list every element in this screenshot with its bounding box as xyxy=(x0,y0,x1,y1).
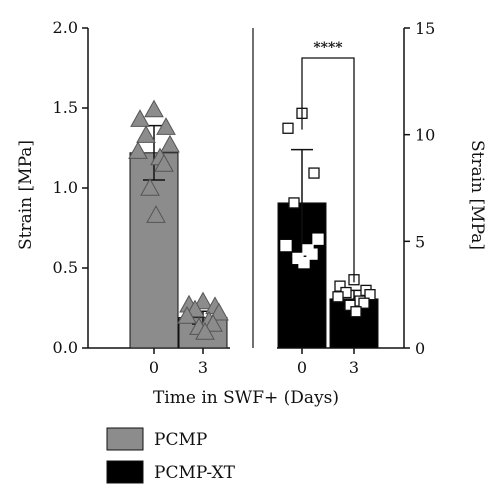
data-point-square xyxy=(282,122,294,134)
data-point-triangle xyxy=(136,125,156,143)
data-point-triangle xyxy=(128,141,148,159)
data-point-square xyxy=(334,280,346,292)
legend-swatch-pcmp-xt xyxy=(106,460,144,484)
data-point-square xyxy=(350,306,362,318)
left-y-tick-label: 1.0 xyxy=(53,178,78,197)
data-point-square xyxy=(288,197,300,209)
right-y-axis-label: Strain [MPa] xyxy=(467,140,487,250)
right-y-tick-label: 10 xyxy=(415,126,435,145)
data-point-triangle xyxy=(203,313,223,332)
right-y-tick-label: 0 xyxy=(415,339,425,358)
legend-label-pcmp: PCMP xyxy=(154,430,207,450)
data-point-square xyxy=(332,291,344,303)
data-point-square xyxy=(306,248,318,260)
left-y-tick-label: 2.0 xyxy=(53,18,78,37)
significance-label: **** xyxy=(313,40,343,56)
data-point-triangle xyxy=(209,302,229,321)
right-y-tick-label: 5 xyxy=(415,232,425,251)
left-y-tick-label: 1.5 xyxy=(53,98,78,117)
x-tick-label: 0 xyxy=(149,358,159,377)
data-point-triangle xyxy=(140,177,160,196)
data-point-square xyxy=(298,257,310,269)
left-y-tick-label: 0.0 xyxy=(53,338,78,357)
data-point-triangle xyxy=(144,99,164,118)
data-point-triangle xyxy=(193,291,213,310)
data-point-triangle xyxy=(156,117,176,135)
left-y-axis-label: Strain [MPa] xyxy=(16,140,36,250)
data-point-triangle xyxy=(154,153,174,172)
data-point-square xyxy=(312,233,324,245)
legend-swatch-pcmp xyxy=(106,427,144,451)
x-tick-label: 3 xyxy=(198,358,208,377)
left-y-tick-label: 0.5 xyxy=(53,258,78,277)
x-tick-label: 0 xyxy=(297,358,307,377)
right-y-tick-label: 15 xyxy=(415,19,435,38)
significance-bracket xyxy=(301,57,355,283)
legend-label-pcmp-xt: PCMP-XT xyxy=(154,463,236,483)
bar-pcmp-day-0 xyxy=(129,152,179,349)
data-point-triangle xyxy=(146,205,166,223)
data-point-square xyxy=(308,167,320,179)
data-point-triangle xyxy=(130,109,150,127)
x-tick-label: 3 xyxy=(349,358,359,377)
data-point-triangle xyxy=(177,305,197,324)
data-point-square xyxy=(280,239,292,252)
data-point-square xyxy=(364,289,376,301)
data-point-triangle xyxy=(160,134,180,153)
data-point-triangle xyxy=(195,321,215,340)
data-point-square xyxy=(344,299,356,311)
data-point-square xyxy=(358,297,370,309)
x-axis-label: Time in SWF+ (Days) xyxy=(153,388,339,408)
